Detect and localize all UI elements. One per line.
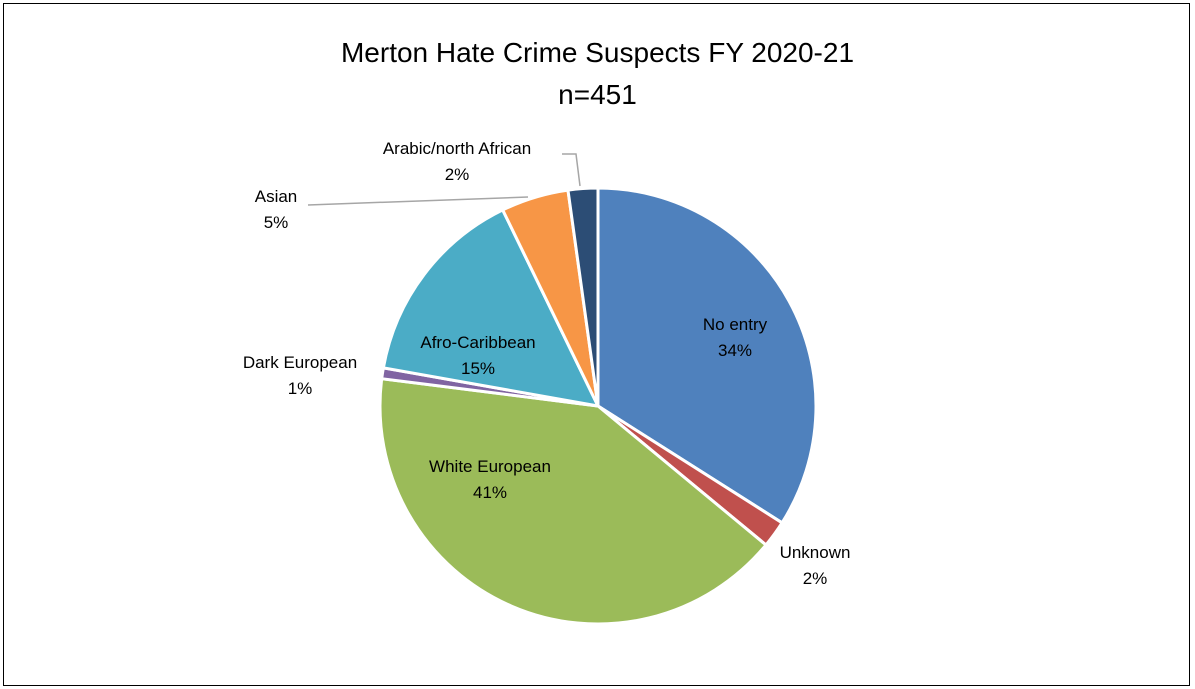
pie-slice-arabic-north-african bbox=[566, 186, 600, 407]
data-value-afro-caribbean: 15% bbox=[461, 359, 495, 378]
data-value-asian: 5% bbox=[264, 213, 289, 232]
data-label-asian: Asian bbox=[255, 187, 298, 206]
data-value-white-european: 41% bbox=[473, 483, 507, 502]
data-value-dark-european: 1% bbox=[288, 379, 313, 398]
data-value-unknown: 2% bbox=[803, 569, 828, 588]
chart-title: Merton Hate Crime Suspects FY 2020-21 bbox=[340, 37, 855, 68]
data-value-no-entry: 34% bbox=[718, 341, 752, 360]
leader-line-asian bbox=[307, 196, 529, 206]
data-label-arabic-north-african: Arabic/north African bbox=[383, 139, 531, 158]
data-label-unknown: Unknown bbox=[780, 543, 851, 562]
data-label-dark-european: Dark European bbox=[243, 353, 357, 372]
data-label-white-european: White European bbox=[429, 457, 551, 476]
leader-line-arabic-north-african bbox=[562, 153, 581, 187]
data-value-arabic-north-african: 2% bbox=[445, 165, 470, 184]
pie-slice-white-european bbox=[378, 377, 769, 626]
data-label-afro-caribbean: Afro-Caribbean bbox=[420, 333, 535, 352]
chart-subtitle: n=451 bbox=[558, 79, 637, 110]
data-label-no-entry: No entry bbox=[703, 315, 768, 334]
pie-slice-afro-caribbean bbox=[381, 207, 601, 408]
